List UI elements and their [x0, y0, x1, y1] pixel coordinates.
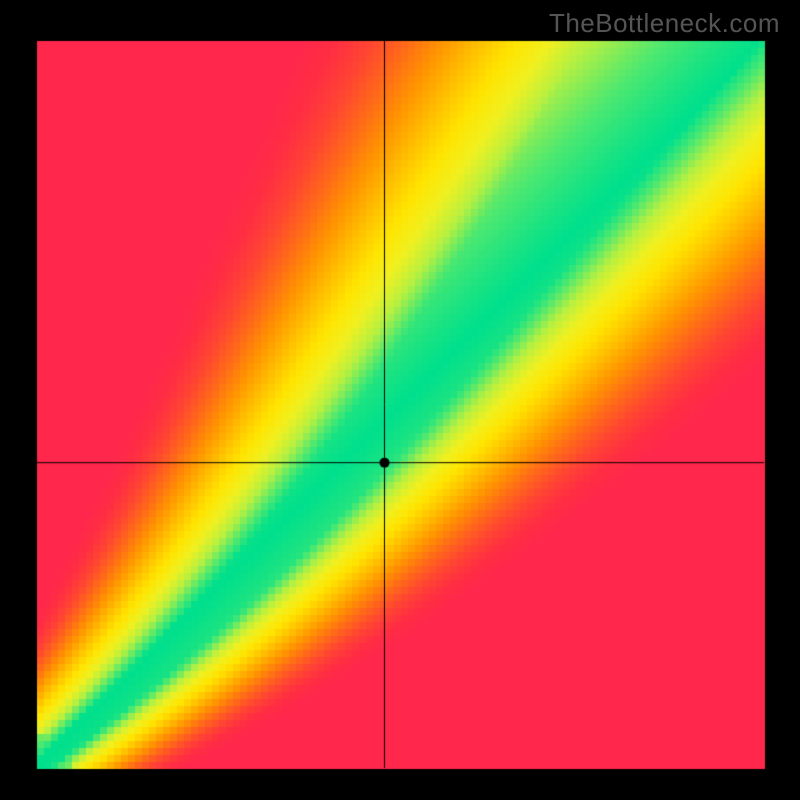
- chart-container: TheBottleneck.com: [0, 0, 800, 800]
- watermark-text: TheBottleneck.com: [549, 8, 780, 39]
- heatmap-canvas: [0, 0, 800, 800]
